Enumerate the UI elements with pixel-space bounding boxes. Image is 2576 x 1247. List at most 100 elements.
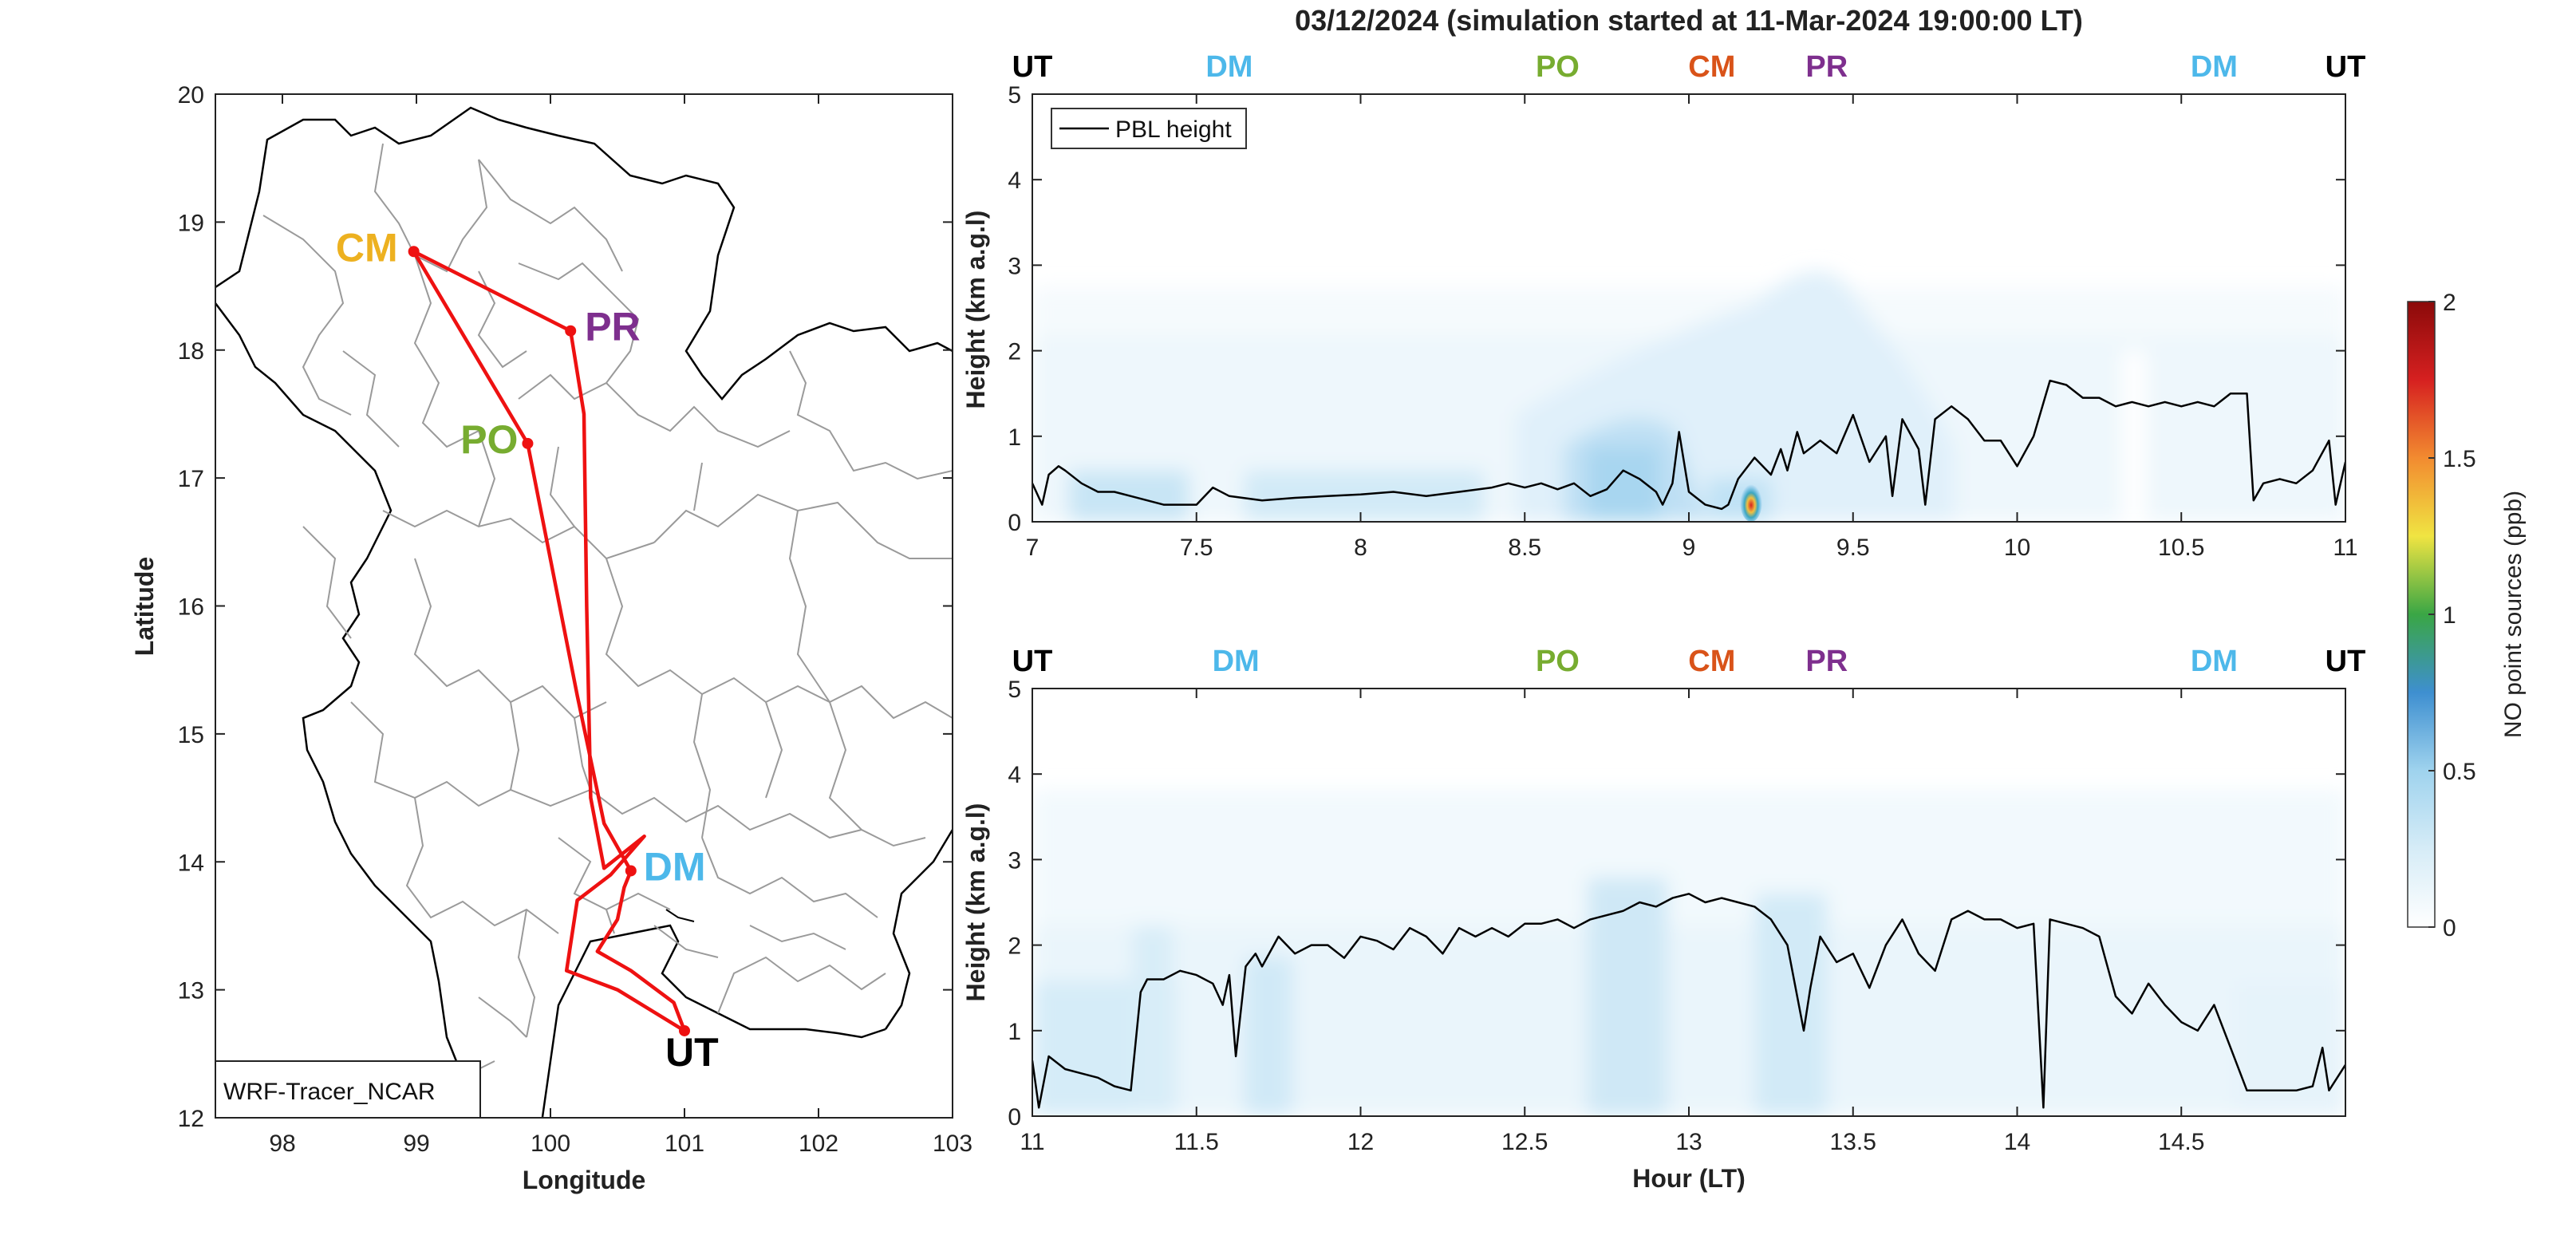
- coastline: [542, 925, 886, 1117]
- top-hotspot: [1740, 480, 1762, 522]
- y-tick-label: 1: [1008, 424, 1021, 451]
- map-x-tick-label: 98: [269, 1131, 295, 1157]
- map-y-tick-label: 16: [178, 594, 204, 621]
- map-y-ticks: 12 13 14 15 16 17 18 19 20: [178, 82, 953, 1132]
- y-tick-label: 4: [1008, 762, 1021, 788]
- y-tick-label: 3: [1008, 847, 1021, 874]
- site-label-dm: DM: [1213, 645, 1260, 678]
- map-x-tick-label: 101: [665, 1131, 704, 1157]
- colorbar-tick-label: 0: [2443, 915, 2456, 941]
- site-label-cm: CM: [1688, 50, 1735, 84]
- bottom-heatmap: [1032, 790, 2345, 1116]
- map-site-label-cm: CM: [336, 225, 398, 270]
- site-label-dm: DM: [2191, 645, 2238, 678]
- map-y-tick-label: 20: [178, 82, 204, 109]
- site-label-dm: DM: [1205, 50, 1252, 84]
- colorbar: 0 0.5 1 1.5 2 NO point sources (ppb): [2408, 290, 2527, 941]
- x-tick-label: 10.5: [2158, 535, 2204, 561]
- colorbar-ticks: 0 0.5 1 1.5 2: [2428, 290, 2476, 941]
- site-label-pr: PR: [1805, 645, 1848, 678]
- top-site-labels: UT DM PO CM PR DM UT: [1012, 50, 2366, 84]
- y-tick-label: 0: [1008, 1104, 1021, 1131]
- x-tick-label: 12: [1347, 1129, 1374, 1155]
- y-tick-label: 3: [1008, 253, 1021, 279]
- colorbar-tick-label: 0.5: [2443, 759, 2476, 785]
- bottom-y-label: Height (km a.g.l): [961, 803, 990, 1002]
- x-tick-label: 8: [1354, 535, 1367, 561]
- x-tick-label: 14: [2004, 1129, 2030, 1155]
- y-tick-label: 5: [1008, 677, 1021, 703]
- map-site-label-dm: DM: [644, 844, 706, 889]
- country-border-east: [886, 830, 953, 1029]
- map-y-tick-label: 12: [178, 1106, 204, 1132]
- site-dot-cm: [408, 246, 420, 257]
- site-dot-po: [522, 438, 533, 449]
- map-site-labels: CM PR PO DM UT: [336, 225, 719, 1075]
- site-label-po: PO: [1536, 50, 1580, 84]
- map-y-tick-label: 19: [178, 210, 204, 236]
- country-border-west: [215, 303, 479, 1117]
- pbl-legend: PBL height: [1051, 109, 1246, 148]
- top-tracer-field: [1032, 271, 2345, 522]
- x-tick-label: 13: [1675, 1129, 1702, 1155]
- colorbar-tick-label: 2: [2443, 290, 2456, 316]
- x-tick-label: 11: [1020, 1129, 1044, 1155]
- x-tick-label: 13.5: [1830, 1129, 1876, 1155]
- map-x-tick-label: 103: [933, 1131, 972, 1157]
- x-tick-label: 8.5: [1508, 535, 1541, 561]
- top-y-label: Height (km a.g.l): [961, 211, 990, 409]
- x-tick-label: 9.5: [1836, 535, 1870, 561]
- top-heatmap: [1032, 271, 2345, 522]
- map-y-tick-label: 17: [178, 466, 204, 492]
- top-panel: 7 7.5 8 8.5 9 9.5 10 10.5 11 0 1 2 3 4 5 UT DM PO CM PR DM…: [961, 50, 2365, 561]
- flight-track: [414, 251, 684, 1031]
- y-tick-label: 1: [1008, 1019, 1021, 1045]
- map-y-tick-label: 15: [178, 722, 204, 748]
- map-panel: 98 99 100 101 102 103 12 13 14 15 16 17 18 19 20 Long…: [130, 82, 972, 1194]
- figure-canvas: 03/12/2024 (simulation started at 11-Mar…: [0, 0, 2576, 1247]
- x-tick-label: 10: [2004, 535, 2030, 561]
- x-tick-label: 7.5: [1180, 535, 1213, 561]
- coast-detail: [666, 910, 694, 921]
- site-label-po: PO: [1536, 645, 1580, 678]
- site-label-cm: CM: [1688, 645, 1735, 678]
- y-tick-label: 5: [1008, 82, 1021, 109]
- map-x-label: Longitude: [523, 1166, 646, 1194]
- site-label-ut: UT: [2326, 645, 2366, 678]
- map-boundaries: [215, 108, 953, 1117]
- site-dot-pr: [565, 326, 576, 337]
- x-tick-label: 7: [1026, 535, 1039, 561]
- legend-label: PBL height: [1115, 116, 1232, 143]
- y-tick-label: 2: [1008, 933, 1021, 960]
- x-tick-label: 12.5: [1501, 1129, 1548, 1155]
- map-site-label-ut: UT: [665, 1030, 719, 1075]
- bottom-tracer-field: [1032, 790, 2345, 1116]
- site-label-ut: UT: [2326, 50, 2366, 84]
- site-label-ut: UT: [1012, 645, 1053, 678]
- x-tick-label: 11: [2333, 535, 2357, 561]
- map-x-tick-label: 99: [403, 1131, 429, 1157]
- map-y-tick-label: 14: [178, 850, 204, 876]
- colorbar-tick-label: 1.5: [2443, 446, 2476, 472]
- map-x-tick-label: 100: [531, 1131, 570, 1157]
- country-border: [215, 108, 953, 399]
- map-y-label: Latitude: [130, 557, 159, 656]
- model-label: WRF-Tracer_NCAR: [223, 1079, 436, 1105]
- map-site-label-po: PO: [460, 417, 518, 462]
- map-axes-frame: [215, 94, 953, 1118]
- y-tick-label: 4: [1008, 168, 1021, 194]
- y-tick-label: 2: [1008, 339, 1021, 365]
- site-dot-dm: [625, 865, 637, 876]
- site-label-dm: DM: [2191, 50, 2238, 84]
- bottom-site-labels: UT DM PO CM PR DM UT: [1012, 645, 2366, 678]
- site-label-pr: PR: [1805, 50, 1848, 84]
- x-tick-label: 9: [1682, 535, 1696, 561]
- map-y-tick-label: 18: [178, 338, 204, 365]
- x-tick-label: 14.5: [2158, 1129, 2204, 1155]
- map-site-label-pr: PR: [585, 305, 640, 349]
- bottom-x-label: Hour (LT): [1632, 1164, 1746, 1193]
- colorbar-label: NO point sources (ppb): [2500, 491, 2527, 738]
- y-tick-label: 0: [1008, 510, 1021, 536]
- x-tick-label: 11.5: [1174, 1129, 1219, 1155]
